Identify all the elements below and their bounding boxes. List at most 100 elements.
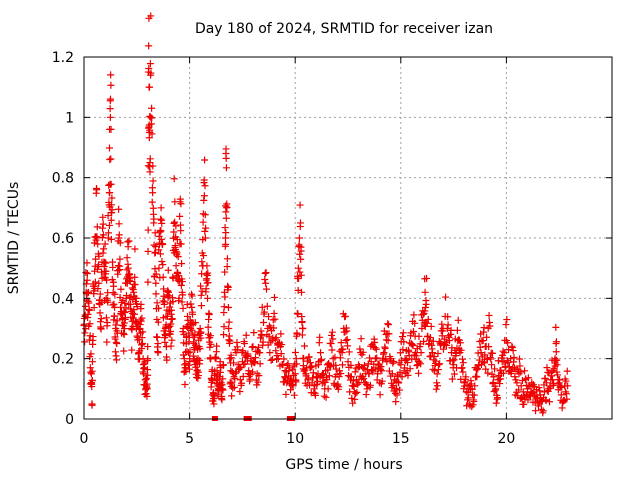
- data-point: [187, 300, 195, 308]
- data-point: [177, 281, 185, 289]
- data-point: [476, 343, 484, 351]
- data-point: [398, 373, 406, 381]
- data-point: [84, 289, 92, 297]
- data-point: [511, 373, 519, 381]
- data-point: [423, 274, 431, 282]
- data-point: [488, 361, 496, 369]
- data-point: [162, 332, 170, 340]
- data-point: [271, 293, 279, 301]
- data-point: [81, 302, 89, 310]
- data-point: [289, 366, 297, 374]
- data-point: [107, 180, 115, 188]
- data-point: [385, 330, 393, 338]
- data-point: [230, 359, 238, 367]
- data-point: [88, 367, 96, 375]
- data-point: [297, 271, 305, 279]
- data-point: [305, 353, 313, 361]
- data-point: [191, 319, 199, 327]
- data-point: [157, 215, 165, 223]
- data-point: [444, 321, 452, 329]
- data-point: [329, 335, 337, 343]
- data-point: [128, 326, 136, 334]
- data-point: [458, 364, 466, 372]
- data-point: [101, 258, 109, 266]
- data-point: [277, 330, 285, 338]
- data-point: [327, 340, 335, 348]
- data-point: [470, 391, 478, 399]
- data-point: [297, 255, 305, 263]
- data-point: [123, 254, 131, 262]
- data-point: [177, 227, 185, 235]
- data-point: [316, 333, 324, 341]
- data-point: [486, 322, 494, 330]
- data-point: [248, 343, 256, 351]
- data-point: [91, 278, 99, 286]
- data-point: [120, 347, 128, 355]
- data-point: [409, 328, 417, 336]
- data-point: [426, 334, 434, 342]
- data-point: [153, 299, 161, 307]
- data-point: [459, 359, 467, 367]
- data-point: [117, 285, 125, 293]
- data-point: [144, 278, 152, 286]
- data-point: [119, 329, 127, 337]
- data-point: [111, 290, 119, 298]
- data-point: [183, 322, 191, 330]
- data-point: [150, 241, 158, 249]
- data-point: [485, 343, 493, 351]
- data-point: [200, 176, 208, 184]
- data-point: [222, 164, 230, 172]
- data-point: [303, 357, 311, 365]
- data-point: [87, 368, 95, 376]
- data-point: [196, 345, 204, 353]
- data-point: [138, 334, 146, 342]
- data-point: [143, 392, 151, 400]
- x-tick-label: 10: [286, 431, 304, 447]
- data-point: [167, 328, 175, 336]
- data-point: [231, 375, 239, 383]
- data-point: [224, 283, 232, 291]
- data-point: [104, 298, 112, 306]
- data-point: [144, 371, 152, 379]
- data-point: [282, 390, 290, 398]
- data-point: [84, 297, 92, 305]
- data-point: [294, 310, 302, 318]
- data-point: [477, 349, 485, 357]
- data-point: [260, 308, 268, 316]
- data-point: [116, 262, 124, 270]
- data-point: [179, 291, 187, 299]
- data-point: [185, 365, 193, 373]
- data-point: [325, 372, 333, 380]
- data-point: [399, 329, 407, 337]
- data-point: [499, 369, 507, 377]
- data-point: [230, 383, 238, 391]
- data-point: [115, 231, 123, 239]
- data-point: [444, 313, 452, 321]
- data-point: [181, 381, 189, 389]
- data-point: [226, 378, 234, 386]
- data-point: [259, 338, 267, 346]
- data-point: [146, 83, 154, 91]
- grid-lines: [84, 57, 612, 419]
- data-point: [152, 243, 160, 251]
- data-point: [146, 60, 154, 68]
- data-point: [543, 379, 551, 387]
- data-point: [272, 347, 280, 355]
- data-point: [483, 333, 491, 341]
- data-point: [298, 331, 306, 339]
- data-point: [428, 349, 436, 357]
- data-point: [390, 376, 398, 384]
- data-point: [470, 398, 478, 406]
- data-point: [393, 391, 401, 399]
- data-point: [359, 348, 367, 356]
- data-point: [515, 355, 523, 363]
- data-point: [496, 375, 504, 383]
- data-point: [270, 324, 278, 332]
- data-point: [466, 402, 474, 410]
- data-point: [196, 356, 204, 364]
- data-point: [415, 332, 423, 340]
- data-point: [200, 196, 208, 204]
- data-point: [443, 325, 451, 332]
- data-point: [422, 304, 430, 312]
- data-point: [339, 345, 347, 353]
